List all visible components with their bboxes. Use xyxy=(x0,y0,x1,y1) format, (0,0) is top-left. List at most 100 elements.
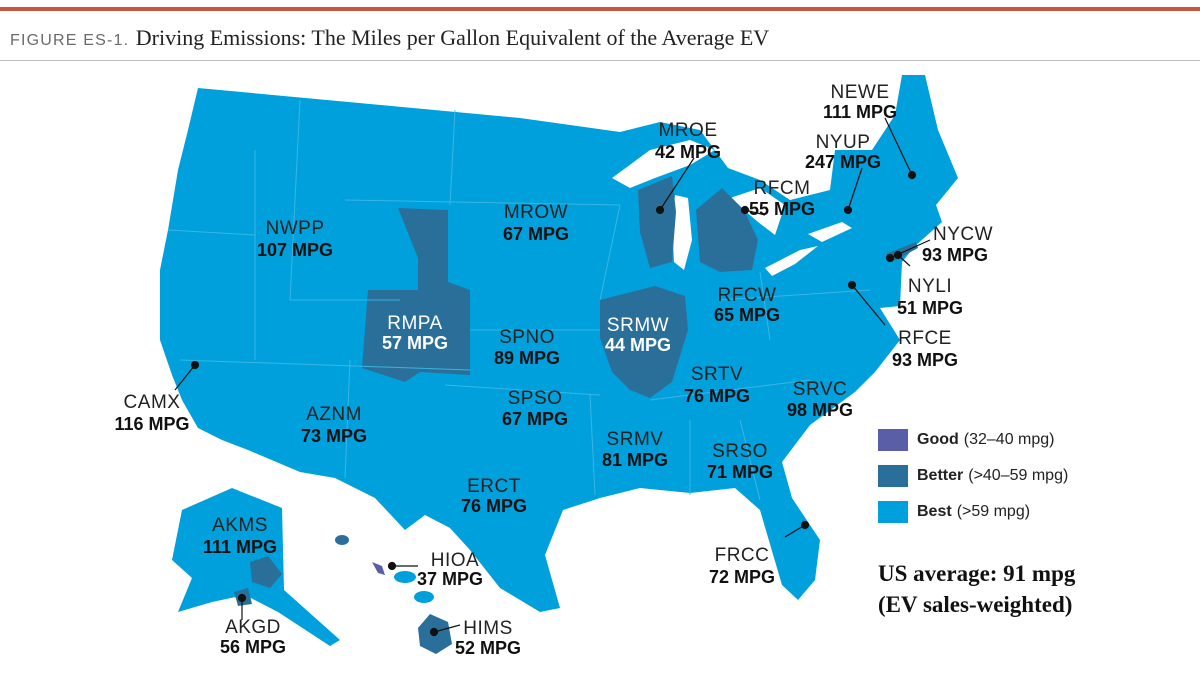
hawaii-island-2 xyxy=(394,571,416,583)
svg-text:67 MPG: 67 MPG xyxy=(502,409,568,429)
legend-range-best: (>59 mpg) xyxy=(956,503,1031,520)
svg-text:44 MPG: 44 MPG xyxy=(605,335,671,355)
svg-text:76 MPG: 76 MPG xyxy=(684,386,750,406)
lake-erie xyxy=(765,246,818,276)
svg-text:SRMV: SRMV xyxy=(607,429,664,450)
region-label-mroe: MROE 42 MPG xyxy=(655,120,721,162)
svg-text:37 MPG: 37 MPG xyxy=(417,569,483,589)
svg-text:RFCE: RFCE xyxy=(898,328,952,349)
svg-text:MROW: MROW xyxy=(504,202,568,223)
svg-text:93 MPG: 93 MPG xyxy=(892,350,958,370)
svg-text:72 MPG: 72 MPG xyxy=(709,567,775,587)
svg-text:52 MPG: 52 MPG xyxy=(455,638,521,658)
svg-text:116 MPG: 116 MPG xyxy=(114,414,189,434)
lake-michigan xyxy=(672,195,692,270)
svg-text:56 MPG: 56 MPG xyxy=(220,637,286,657)
svg-text:CAMX: CAMX xyxy=(124,392,181,413)
lake-superior xyxy=(612,140,715,188)
svg-text:HIOA: HIOA xyxy=(431,550,479,571)
svg-text:67 MPG: 67 MPG xyxy=(503,224,569,244)
region-label-akms: AKMS 111 MPG xyxy=(203,515,277,557)
legend-swatch-best xyxy=(878,501,908,523)
region-shape-rmpa xyxy=(362,208,470,382)
svg-text:NYUP: NYUP xyxy=(816,132,871,153)
svg-text:NWPP: NWPP xyxy=(266,218,325,239)
svg-text:SPNO: SPNO xyxy=(499,327,555,348)
region-label-nwpp: NWPP 107 MPG xyxy=(257,218,333,260)
region-label-rmpa: RMPA 57 MPG xyxy=(382,313,448,353)
legend-range-better: (>40–59 mpg) xyxy=(968,467,1069,484)
region-label-hioa: HIOA 37 MPG xyxy=(417,550,483,589)
svg-text:55 MPG: 55 MPG xyxy=(749,199,815,219)
svg-text:107 MPG: 107 MPG xyxy=(257,240,333,260)
svg-text:AKMS: AKMS xyxy=(212,515,268,536)
region-label-nycw: NYCW 93 MPG xyxy=(922,224,993,265)
legend-label-best: Best xyxy=(917,503,952,520)
region-label-camx: CAMX 116 MPG xyxy=(114,392,189,434)
region-label-hims: HIMS 52 MPG xyxy=(455,618,521,658)
svg-text:81 MPG: 81 MPG xyxy=(602,450,668,470)
lake-ontario xyxy=(808,222,852,242)
legend-item-good: Good (32–40 mpg) xyxy=(878,428,1068,452)
lake-huron xyxy=(730,188,785,235)
figure-number: FIGURE ES-1. xyxy=(10,32,130,49)
svg-text:51 MPG: 51 MPG xyxy=(897,298,963,318)
map-legend: Good (32–40 mpg) Better (>40–59 mpg) Bes… xyxy=(878,428,1068,536)
region-shape-hioa xyxy=(372,562,385,575)
legend-item-better: Better (>40–59 mpg) xyxy=(878,464,1068,488)
region-label-spno: SPNO 89 MPG xyxy=(494,327,560,368)
svg-text:SRTV: SRTV xyxy=(691,364,743,385)
state-boundaries xyxy=(167,99,871,501)
svg-text:65 MPG: 65 MPG xyxy=(714,305,780,325)
svg-text:247 MPG: 247 MPG xyxy=(805,152,881,172)
region-label-srtv: SRTV 76 MPG xyxy=(684,364,750,406)
legend-label-good: Good xyxy=(917,431,959,448)
svg-text:SRMW: SRMW xyxy=(607,315,669,336)
svg-text:AZNM: AZNM xyxy=(306,404,362,425)
svg-text:NEWE: NEWE xyxy=(831,82,890,103)
region-label-akgd: AKGD 56 MPG xyxy=(220,617,286,657)
figure-header: FIGURE ES-1. Driving Emissions: The Mile… xyxy=(10,25,769,51)
region-label-srmv: SRMV 81 MPG xyxy=(602,429,668,470)
svg-text:98 MPG: 98 MPG xyxy=(787,400,853,420)
svg-text:57 MPG: 57 MPG xyxy=(382,333,448,353)
svg-text:RFCW: RFCW xyxy=(718,285,777,306)
accent-bar xyxy=(0,7,1200,11)
leader-lines xyxy=(174,117,931,637)
svg-text:HIMS: HIMS xyxy=(463,618,513,639)
svg-text:SRVC: SRVC xyxy=(793,379,847,400)
region-shape-srmw xyxy=(600,286,688,398)
svg-text:RMPA: RMPA xyxy=(387,313,442,334)
svg-text:AKGD: AKGD xyxy=(225,617,281,638)
svg-text:ERCT: ERCT xyxy=(467,476,521,497)
svg-text:93 MPG: 93 MPG xyxy=(922,245,988,265)
svg-text:76 MPG: 76 MPG xyxy=(461,496,527,516)
legend-item-best: Best (>59 mpg) xyxy=(878,500,1068,524)
region-label-erct: ERCT 76 MPG xyxy=(461,476,527,516)
svg-text:NYCW: NYCW xyxy=(933,224,993,245)
region-label-srvc: SRVC 98 MPG xyxy=(787,379,853,420)
svg-text:111 MPG: 111 MPG xyxy=(203,537,277,557)
region-label-rfcw: RFCW 65 MPG xyxy=(714,285,780,325)
region-label-spso: SPSO 67 MPG xyxy=(502,388,568,429)
us-average-summary: US average: 91 mpg (EV sales-weighted) xyxy=(878,558,1075,620)
svg-text:111 MPG: 111 MPG xyxy=(823,102,897,122)
legend-swatch-good xyxy=(878,429,908,451)
hawaii-island-1 xyxy=(335,535,349,545)
legend-label-better: Better xyxy=(917,467,964,484)
us-average-note: (EV sales-weighted) xyxy=(878,592,1073,617)
svg-text:FRCC: FRCC xyxy=(715,545,770,566)
region-label-mrow: MROW 67 MPG xyxy=(503,202,569,244)
svg-text:89 MPG: 89 MPG xyxy=(494,348,560,368)
svg-text:SRSO: SRSO xyxy=(712,441,768,462)
svg-text:RFCM: RFCM xyxy=(754,178,811,199)
hawaii-island-3 xyxy=(414,591,434,603)
svg-text:42 MPG: 42 MPG xyxy=(655,142,721,162)
region-label-nyli: NYLI 51 MPG xyxy=(897,276,963,318)
region-label-aznm: AZNM 73 MPG xyxy=(301,404,367,446)
region-label-frcc: FRCC 72 MPG xyxy=(709,545,775,587)
svg-text:71 MPG: 71 MPG xyxy=(707,462,773,482)
region-label-newe: NEWE 111 MPG xyxy=(823,82,897,122)
region-label-srso: SRSO 71 MPG xyxy=(707,441,773,482)
